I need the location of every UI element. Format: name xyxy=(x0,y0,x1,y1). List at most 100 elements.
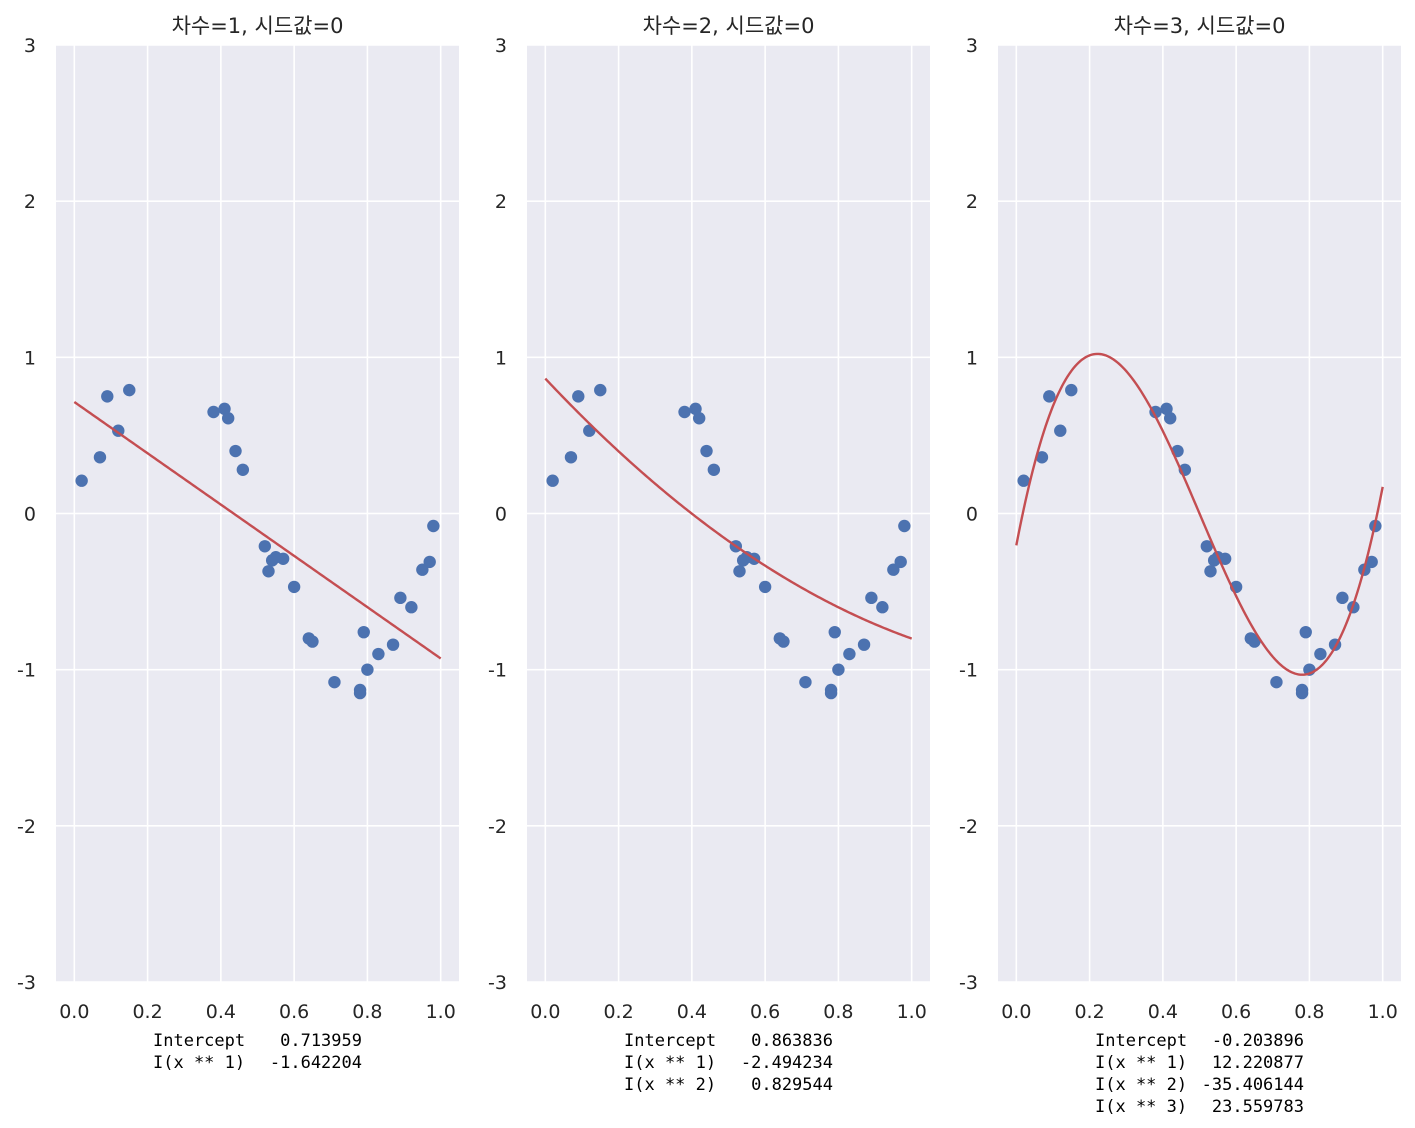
fit-line xyxy=(73,401,442,660)
plot-area xyxy=(73,383,442,700)
panel-title: 차수=1, 시드값=0 xyxy=(172,14,344,38)
data-point xyxy=(546,474,559,487)
data-point xyxy=(353,686,367,700)
data-point xyxy=(328,675,341,689)
coef-value: -35.406144 xyxy=(1202,1075,1304,1095)
y-tick-label: 2 xyxy=(495,191,507,213)
coef-term: I(x ** 1) xyxy=(1095,1053,1187,1073)
data-point xyxy=(843,647,856,661)
data-point xyxy=(306,635,319,648)
data-point xyxy=(828,625,841,639)
coef-term: I(x ** 3) xyxy=(1095,1097,1187,1117)
data-point xyxy=(276,552,290,565)
data-point xyxy=(1017,474,1030,487)
x-tick-label: 0.4 xyxy=(1148,1001,1178,1023)
plot-area xyxy=(544,377,913,700)
y-tick-label: 0 xyxy=(495,504,507,526)
x-tick-label: 0.2 xyxy=(1074,1001,1104,1023)
y-tick-label: 0 xyxy=(966,504,978,526)
coef-term: I(x ** 1) xyxy=(624,1053,716,1073)
data-point xyxy=(1035,451,1049,464)
data-point xyxy=(777,635,790,648)
data-point xyxy=(824,686,838,700)
data-point xyxy=(898,519,911,533)
data-point xyxy=(1314,647,1327,661)
data-point xyxy=(832,663,845,676)
x-tick-label: 0.0 xyxy=(530,1001,560,1023)
plot-area xyxy=(1015,352,1384,700)
data-point xyxy=(572,390,585,403)
coef-value: 12.220877 xyxy=(1212,1053,1304,1073)
chart-panel-3: 0.0 0.2 0.4 0.6 0.8 1.0 -3 -2 -1 0 1 2 3 차수=3, 시드값=0 I… xyxy=(959,14,1401,1117)
coef-term: I(x ** 2) xyxy=(1095,1075,1187,1095)
data-point xyxy=(427,519,440,533)
y-tick-label: -3 xyxy=(488,972,507,994)
data-point xyxy=(361,663,374,676)
data-point xyxy=(123,383,136,397)
coef-term: Intercept xyxy=(1095,1031,1187,1051)
data-point xyxy=(221,412,235,425)
data-point xyxy=(733,565,746,578)
data-point xyxy=(1200,540,1214,553)
data-point xyxy=(93,451,107,464)
coef-value: -2.494234 xyxy=(741,1053,833,1073)
data-point xyxy=(262,565,275,578)
y-tick-label: 0 xyxy=(24,504,36,526)
data-point xyxy=(229,444,242,458)
data-point xyxy=(416,563,429,576)
x-tick-label: 0.6 xyxy=(279,1001,309,1023)
y-tick-label: -2 xyxy=(959,816,978,838)
data-point xyxy=(218,402,231,416)
panel-title: 차수=3, 시드값=0 xyxy=(1114,14,1286,38)
coef-term: Intercept xyxy=(153,1031,245,1051)
x-tick-label: 0.8 xyxy=(1294,1001,1324,1023)
data-point xyxy=(1043,390,1056,403)
data-point xyxy=(207,405,220,419)
y-tick-label: 1 xyxy=(24,347,36,369)
coef-value: 0.713959 xyxy=(280,1031,362,1051)
y-tick-label: -3 xyxy=(959,972,978,994)
data-point xyxy=(75,474,88,487)
y-tick-label: 3 xyxy=(24,35,36,57)
y-tick-label: 3 xyxy=(495,35,507,57)
data-point xyxy=(1248,635,1261,648)
data-point xyxy=(101,390,114,403)
data-point xyxy=(287,580,301,594)
data-point xyxy=(1163,412,1177,425)
data-point xyxy=(678,405,691,419)
data-point xyxy=(1204,565,1217,578)
data-point xyxy=(1336,591,1349,605)
coef-term: I(x ** 1) xyxy=(153,1053,245,1073)
coef-value: -0.203896 xyxy=(1212,1031,1304,1051)
x-tick-label: 0.8 xyxy=(352,1001,382,1023)
x-tick-label: 0.8 xyxy=(823,1001,853,1023)
y-tick-label: -3 xyxy=(17,972,36,994)
coef-value: 0.863836 xyxy=(751,1031,833,1051)
data-point xyxy=(700,444,713,458)
y-tick-label: 2 xyxy=(24,191,36,213)
x-tick-label: 0.0 xyxy=(1001,1001,1031,1023)
data-point xyxy=(692,412,706,425)
y-tick-label: -2 xyxy=(488,816,507,838)
fit-line xyxy=(1015,352,1384,676)
coef-value: -1.642204 xyxy=(270,1053,362,1073)
data-point xyxy=(1218,552,1232,565)
x-tick-label: 1.0 xyxy=(426,1001,456,1023)
data-point xyxy=(707,463,721,476)
x-tick-label: 0.4 xyxy=(677,1001,707,1023)
data-point xyxy=(1295,686,1309,700)
data-point xyxy=(799,675,812,689)
data-point xyxy=(594,383,607,397)
x-tick-label: 0.0 xyxy=(59,1001,89,1023)
y-tick-label: 1 xyxy=(966,347,978,369)
panel-title: 차수=2, 시드값=0 xyxy=(643,14,815,38)
data-point xyxy=(423,555,436,569)
data-point xyxy=(405,601,418,614)
x-tick-label: 0.4 xyxy=(206,1001,236,1023)
chart-panel-1: 0.0 0.2 0.4 0.6 0.8 1.0 -3 -2 -1 0 1 2 3 차수=1, 시드값=0 I… xyxy=(17,14,459,1073)
data-point xyxy=(236,463,250,476)
coef-term: Intercept xyxy=(624,1031,716,1051)
data-point xyxy=(865,591,878,605)
fit-line xyxy=(544,377,913,640)
